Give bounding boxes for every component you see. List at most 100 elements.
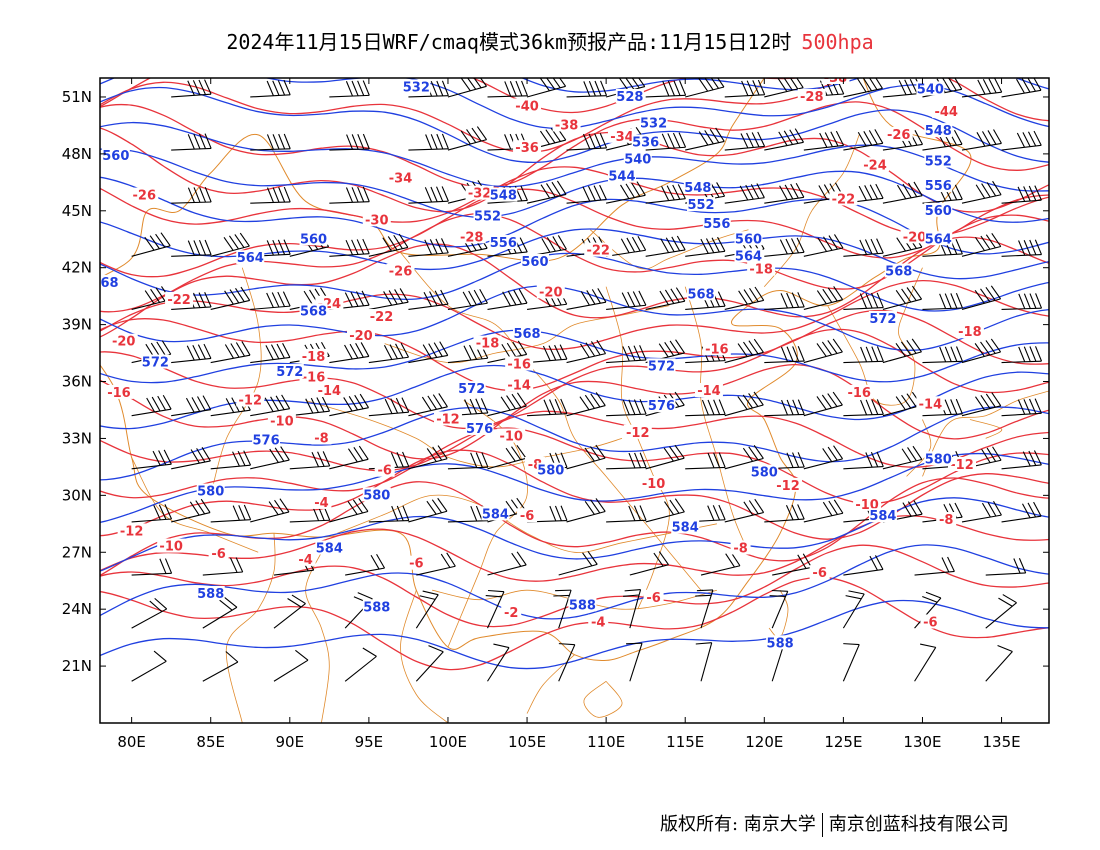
contour-label-bg [687, 197, 716, 212]
contour-label-bg [924, 231, 953, 246]
country-boundary [906, 419, 932, 477]
contour-label-bg [924, 202, 953, 217]
contour-label: -14 [318, 384, 342, 399]
contour-label: -34 [389, 172, 413, 187]
contour-label: 552 [925, 154, 952, 169]
contour-label-bg [196, 586, 225, 600]
contour-label-bg [501, 604, 522, 619]
geopotential-contour [100, 252, 1049, 312]
province-boundary [605, 286, 670, 610]
contour-label-bg [868, 310, 897, 325]
contour-label-bg [730, 540, 751, 555]
wind-barb [922, 292, 963, 310]
contour-label-bg [639, 115, 668, 130]
wind-barb [803, 286, 844, 310]
contour-label: -16 [302, 371, 326, 386]
wind-barb [645, 287, 686, 310]
contour-label-bg [315, 540, 344, 555]
wind-barb [914, 643, 937, 682]
wind-barb [171, 133, 212, 151]
contour-label: 588 [767, 636, 794, 651]
contour-label: 576 [648, 399, 675, 414]
contour-label-bg [299, 369, 328, 384]
contour-label-bg [900, 229, 929, 244]
wind-barb [700, 552, 741, 576]
contour-label: 568 [885, 265, 912, 280]
contour-label-bg [734, 248, 763, 263]
contour-label: 576 [466, 422, 493, 437]
wind-barb [131, 394, 172, 417]
wind-barb [250, 343, 291, 364]
country-boundary [305, 552, 330, 723]
wind-barb [345, 553, 386, 576]
contour-label: -10 [642, 477, 666, 492]
wind-barb [171, 292, 212, 310]
wind-barb [724, 183, 765, 204]
wind-barb [210, 504, 252, 523]
company-text: 南京创蓝科技有限公司 [828, 814, 1009, 835]
contour-label-bg [311, 430, 332, 445]
contour-label-bg [607, 128, 636, 143]
wind-barb [131, 558, 173, 576]
contour-label-bg [631, 134, 660, 149]
contour-label: -6 [377, 464, 391, 479]
contour-label: 572 [276, 365, 303, 380]
contour-label: -26 [887, 128, 911, 143]
contour-label: -18 [958, 325, 982, 340]
wind-barb [764, 237, 805, 257]
contour-label: -14 [507, 378, 531, 393]
contour-label: -6 [520, 509, 534, 524]
contour-label: 584 [672, 521, 699, 536]
wind-barb [131, 650, 167, 682]
contour-label: 68 [100, 276, 118, 291]
contour-label-bg [236, 392, 265, 407]
contour-label: -26 [133, 189, 157, 204]
wind-barb [329, 80, 370, 98]
wind-barb [1001, 501, 1042, 523]
wind-barb [961, 129, 1002, 151]
wind-barb [487, 551, 527, 576]
wind-barb [724, 338, 764, 364]
contour-label-bg [117, 523, 146, 538]
geopotential-contour [100, 86, 1049, 164]
wind-barb [447, 288, 488, 310]
contour-label: -26 [389, 265, 413, 280]
wind-barb [171, 79, 212, 98]
contour-label-bg [797, 88, 826, 103]
wind-barb [131, 286, 171, 310]
contour-label-bg [920, 614, 941, 629]
wind-barb [803, 130, 845, 151]
country-boundary [969, 419, 1003, 439]
contour-label-bg [924, 178, 953, 193]
contour-label-bg [821, 78, 850, 84]
wind-barb [210, 232, 250, 257]
wind-barb [724, 391, 764, 417]
wind-barb [415, 645, 444, 682]
contour-label: -10 [270, 414, 294, 429]
wind-barb [553, 589, 572, 629]
contour-label-bg [362, 212, 391, 227]
contour-label: 556 [925, 179, 952, 194]
lon-label: 110E [587, 733, 625, 751]
temperature-isotherm [100, 212, 1049, 313]
wind-barb [131, 449, 172, 470]
temperature-isotherm [100, 363, 1049, 460]
country-boundary [400, 590, 449, 723]
contour-label-bg [100, 274, 120, 289]
wind-barb [842, 643, 860, 682]
contour-label-bg [671, 519, 700, 534]
wind-barb [329, 498, 369, 523]
wind-barb [645, 498, 685, 523]
lon-label: 100E [429, 733, 467, 751]
contour-label: -36 [515, 141, 539, 156]
wind-barb [1001, 130, 1042, 151]
contour-label-bg [734, 231, 763, 246]
contour-label-bg [457, 229, 486, 244]
contour-label: -6 [646, 591, 660, 606]
contour-label: 580 [751, 466, 778, 481]
wind-barb [645, 184, 686, 204]
wind-barb [527, 398, 568, 417]
contour-label: -28 [460, 230, 484, 245]
wind-barb [695, 642, 713, 682]
